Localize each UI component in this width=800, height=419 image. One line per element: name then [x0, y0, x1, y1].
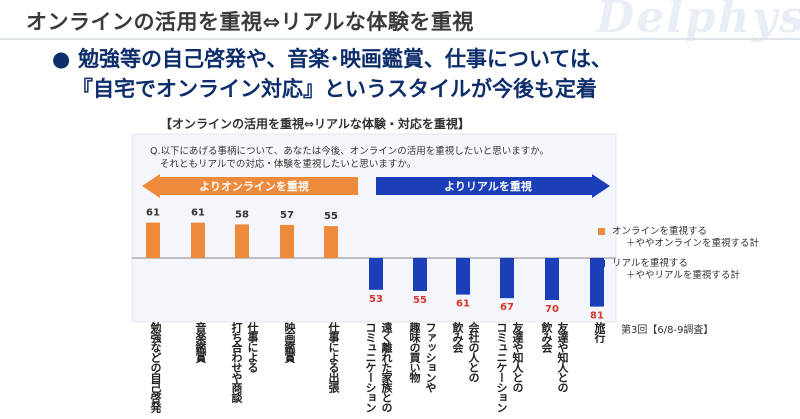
bar-online: [280, 224, 294, 258]
bar-online: [191, 222, 205, 258]
real-arrow-label: よりリアルを重視: [444, 179, 532, 193]
category-label: 映画鑑賞: [283, 322, 296, 362]
bar-real: [545, 258, 559, 300]
headline-line-2: 『自宅でオンライン対応』というスタイルが今後も定着: [72, 77, 597, 101]
category-label: 会社の人との: [467, 322, 480, 382]
data-label-real: 81: [590, 311, 604, 322]
category-label: 音楽鑑賞: [194, 322, 207, 362]
survey-note: 第3回【6/8-9調査】: [621, 325, 714, 336]
legend-online-line-2: ＋ややオンラインを重視する計: [626, 238, 760, 249]
category-label: 友達や知人との: [511, 322, 524, 392]
category-label: ファッションや: [424, 322, 437, 392]
data-label-online: 55: [324, 211, 338, 222]
category-label: コミュニケーション: [495, 322, 508, 412]
data-label-online: 58: [235, 209, 249, 220]
question-line-2: それともリアルでの対応・体験を重視したいと思いますか。: [160, 158, 416, 170]
bar-real: [500, 258, 514, 299]
data-label-real: 55: [413, 295, 427, 306]
bar-real: [590, 258, 604, 307]
legend-real-line-1: リアルを重視する: [612, 258, 688, 269]
brand-logo: Delphys: [596, 0, 800, 43]
chart-legend: オンラインを重視する ＋ややオンラインを重視する計 リアルを重視する ＋ややリア…: [598, 226, 759, 290]
data-label-online: 61: [146, 208, 160, 219]
category-label: 遠く離れた家族との: [380, 322, 393, 412]
category-label: 打ち合わせや商談: [230, 322, 243, 402]
online-arrow: [142, 174, 358, 198]
category-label: 勉強などの自己啓発: [149, 322, 162, 412]
category-label: 仕事による出張: [327, 322, 340, 392]
bar-real: [456, 258, 470, 295]
data-label-real: 61: [456, 299, 470, 310]
data-label-online: 57: [280, 210, 294, 221]
data-label-real: 53: [369, 294, 383, 305]
bar-real: [369, 258, 383, 290]
real-arrow: [376, 174, 610, 198]
category-label: 友達や知人との: [556, 322, 569, 392]
legend-item-real: リアルを重視する ＋ややリアルを重視する計: [598, 258, 759, 282]
bar-online: [324, 226, 338, 258]
category-label: 飲み会: [451, 322, 464, 352]
headline: ● 勉強等の自己啓発や、音楽･映画鑑賞、仕事については、 『自宅でオンライン対応』…: [52, 44, 612, 104]
category-label: 飲み会: [540, 322, 553, 352]
legend-swatch-online: [598, 228, 605, 235]
legend-real-line-2: ＋ややリアルを重視する計: [626, 270, 740, 281]
bar-online: [146, 222, 160, 258]
online-arrow-label: よりオンラインを重視: [199, 179, 309, 193]
bar-real: [413, 258, 427, 291]
legend-online-line-1: オンラインを重視する: [612, 226, 708, 237]
data-label-online: 61: [191, 208, 205, 219]
data-label-real: 70: [545, 304, 559, 315]
category-label: 仕事による: [246, 322, 259, 372]
category-label: 旅行: [593, 322, 606, 342]
page-title: オンラインの活用を重視⇔リアルな体験を重視: [26, 10, 474, 34]
bullet-icon: ●: [52, 47, 71, 71]
chart-title: 【オンラインの活用を重視⇔リアルな体験・対応を重視】: [160, 117, 470, 131]
legend-swatch-real: [598, 260, 605, 267]
category-label: コミュニケーション: [364, 322, 377, 412]
title-divider: [0, 38, 800, 40]
data-label-real: 67: [500, 302, 514, 313]
question-line-1: Q.以下にあげる事柄について、あなたは今後、オンラインの活用を重視したいと思いま…: [150, 145, 549, 157]
headline-line-1: 勉強等の自己啓発や、音楽･映画鑑賞、仕事については、: [78, 47, 612, 71]
question-panel: [131, 133, 617, 323]
category-label: 趣味の買い物: [408, 322, 421, 382]
bar-online: [235, 224, 249, 258]
legend-item-online: オンラインを重視する ＋ややオンラインを重視する計: [598, 226, 759, 250]
